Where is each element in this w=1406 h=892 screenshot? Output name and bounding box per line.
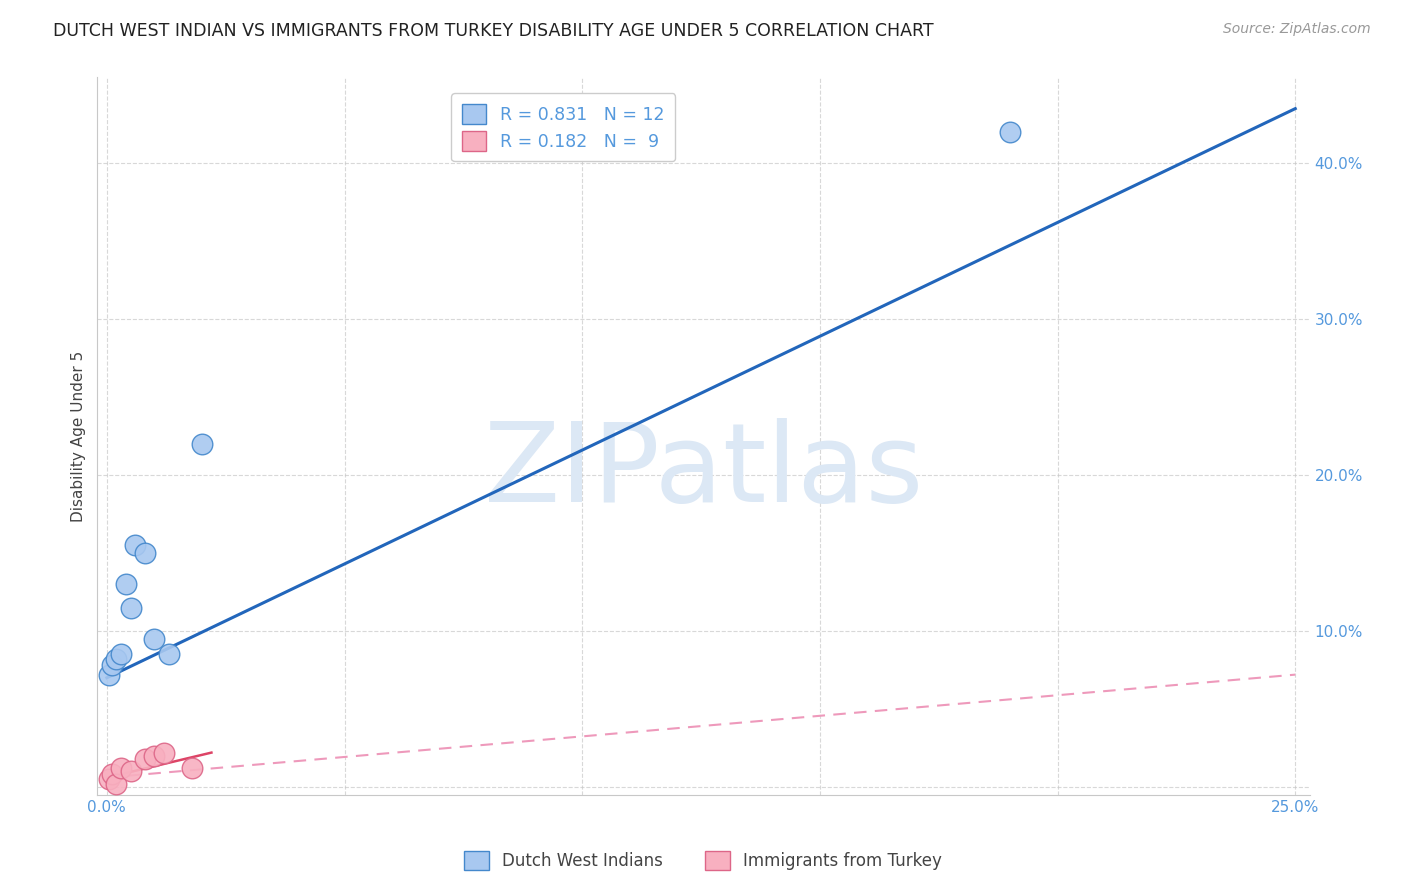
Point <box>120 600 142 615</box>
Point <box>105 777 128 791</box>
Point <box>181 761 204 775</box>
Point <box>153 746 176 760</box>
Point <box>100 658 122 673</box>
Point <box>100 767 122 781</box>
Point <box>120 764 142 779</box>
Point <box>998 125 1021 139</box>
Point <box>157 648 180 662</box>
Point <box>98 667 121 681</box>
Text: DUTCH WEST INDIAN VS IMMIGRANTS FROM TURKEY DISABILITY AGE UNDER 5 CORRELATION C: DUTCH WEST INDIAN VS IMMIGRANTS FROM TUR… <box>53 22 934 40</box>
Y-axis label: Disability Age Under 5: Disability Age Under 5 <box>72 351 86 522</box>
Text: ZIPatlas: ZIPatlas <box>484 418 924 525</box>
Point <box>191 437 214 451</box>
Legend: R = 0.831   N = 12, R = 0.182   N =  9: R = 0.831 N = 12, R = 0.182 N = 9 <box>451 94 675 161</box>
Point <box>134 752 156 766</box>
Point <box>124 538 146 552</box>
Point <box>143 632 166 646</box>
Point <box>110 648 132 662</box>
Point <box>110 761 132 775</box>
Point <box>134 546 156 560</box>
Point <box>115 577 138 591</box>
Text: Source: ZipAtlas.com: Source: ZipAtlas.com <box>1223 22 1371 37</box>
Point <box>105 652 128 666</box>
Legend: Dutch West Indians, Immigrants from Turkey: Dutch West Indians, Immigrants from Turk… <box>457 844 949 877</box>
Point <box>143 748 166 763</box>
Point <box>98 772 121 786</box>
